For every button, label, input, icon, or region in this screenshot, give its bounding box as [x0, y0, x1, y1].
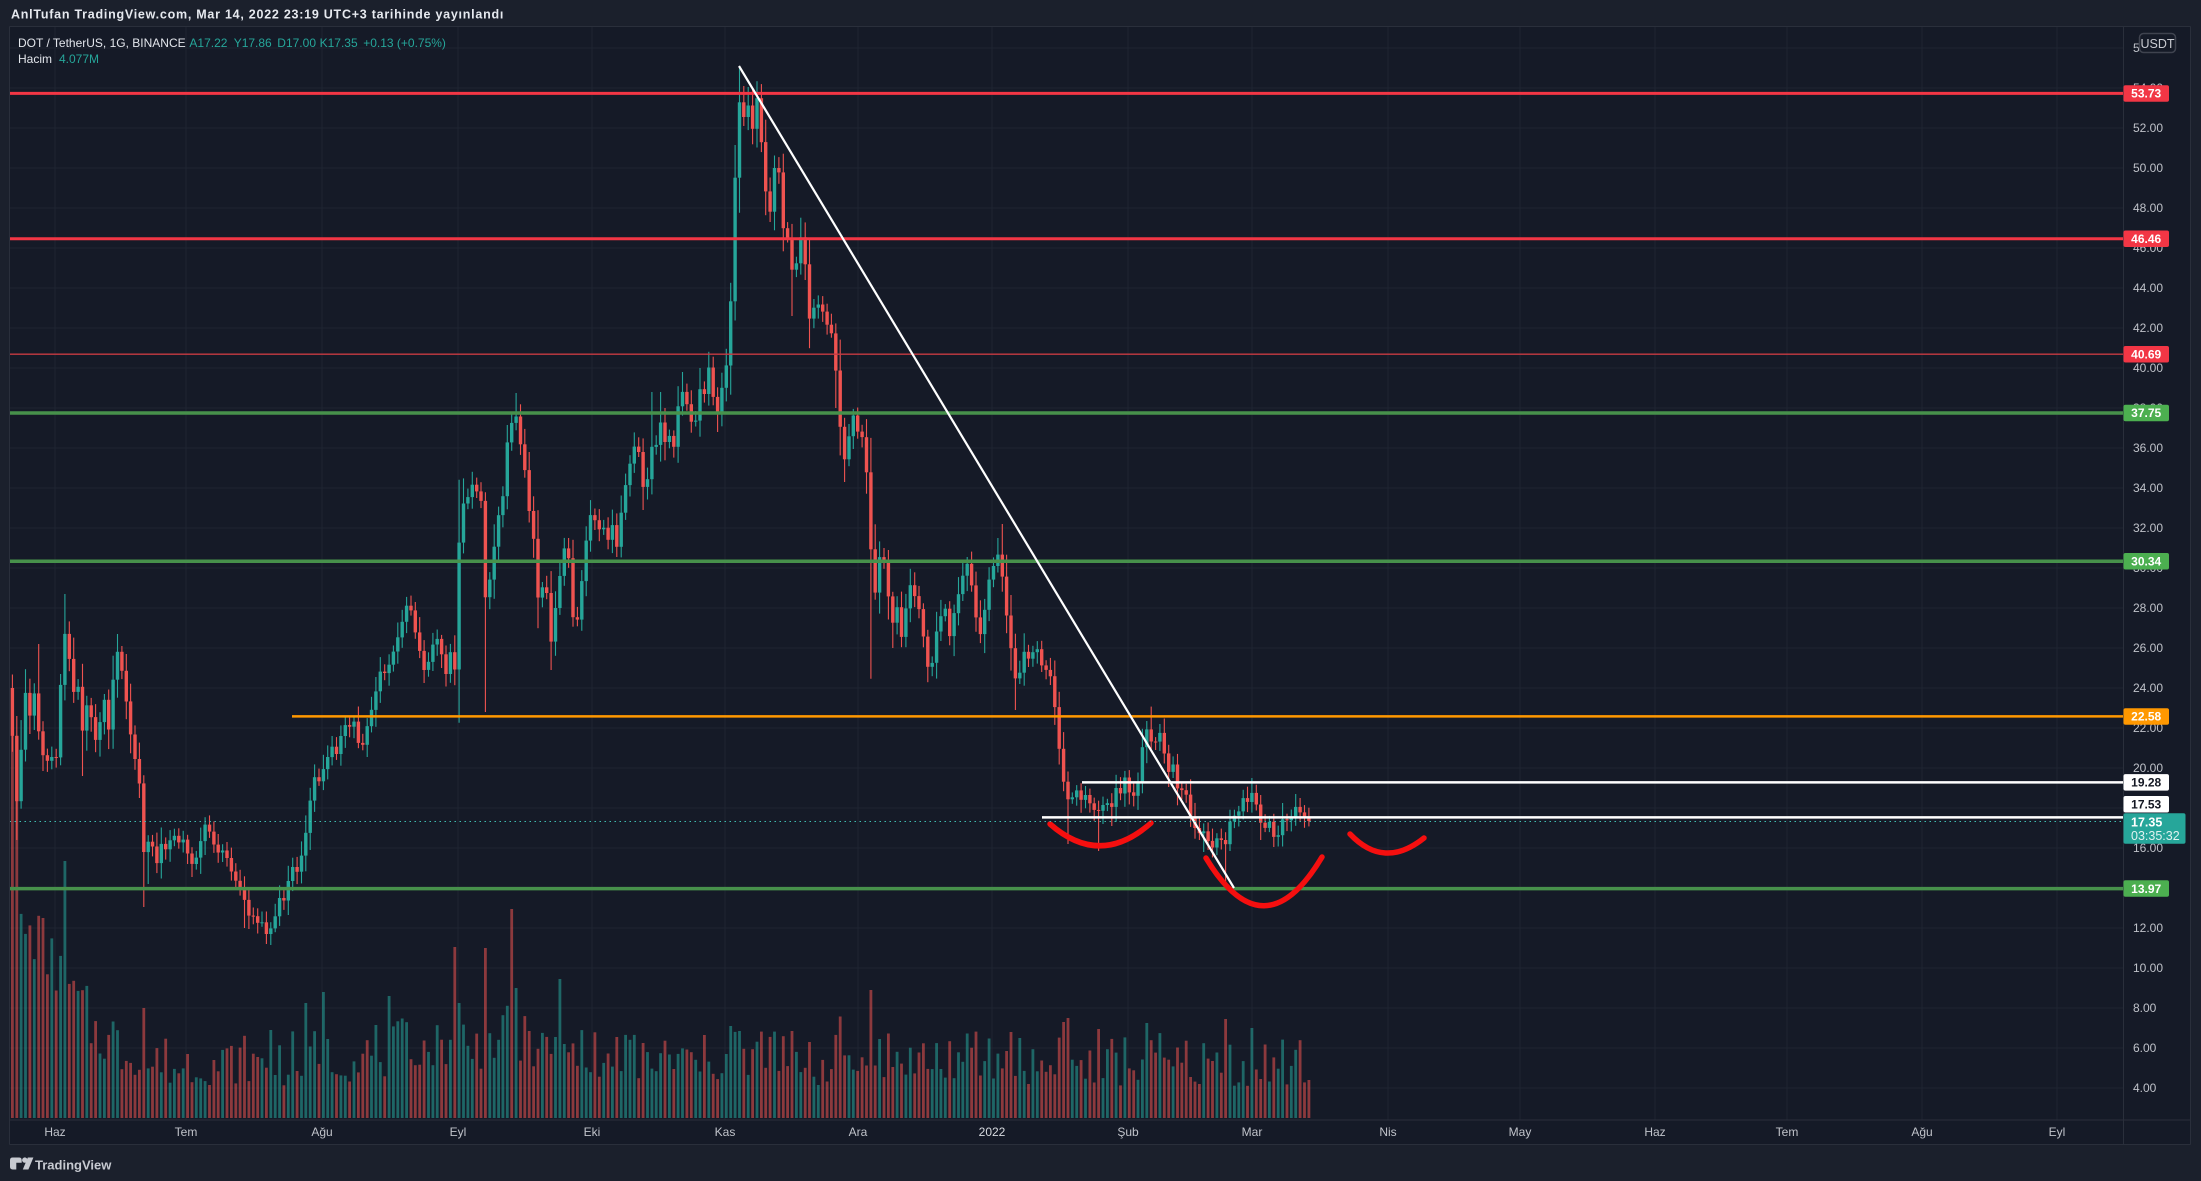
svg-text:28.00: 28.00 — [2133, 601, 2163, 615]
svg-text:Kas: Kas — [715, 1125, 736, 1139]
svg-text:Haz: Haz — [44, 1125, 65, 1139]
svg-text:44.00: 44.00 — [2133, 281, 2163, 295]
svg-text:22.58: 22.58 — [2131, 710, 2161, 724]
svg-text:50.00: 50.00 — [2133, 161, 2163, 175]
svg-text:19.28: 19.28 — [2131, 776, 2161, 790]
svg-text:2022: 2022 — [979, 1125, 1006, 1139]
svg-text:24.00: 24.00 — [2133, 681, 2163, 695]
svg-text:32.00: 32.00 — [2133, 521, 2163, 535]
svg-text:DOT / TetherUS, 1G, BINANCE: DOT / TetherUS, 1G, BINANCE — [18, 36, 186, 50]
svg-text:Haz: Haz — [1644, 1125, 1665, 1139]
svg-text:4.077M: 4.077M — [59, 52, 99, 66]
svg-text:Tem: Tem — [1776, 1125, 1799, 1139]
svg-text:D17.00: D17.00 — [277, 36, 316, 50]
svg-text:42.00: 42.00 — [2133, 321, 2163, 335]
svg-text:Mar: Mar — [1242, 1125, 1263, 1139]
svg-text:4.00: 4.00 — [2133, 1081, 2157, 1095]
svg-text:16.00: 16.00 — [2133, 841, 2163, 855]
svg-text:03:35:32: 03:35:32 — [2131, 829, 2180, 843]
svg-text:8.00: 8.00 — [2133, 1001, 2157, 1015]
svg-text:53.73: 53.73 — [2131, 87, 2161, 101]
svg-text:Nis: Nis — [1379, 1125, 1396, 1139]
svg-text:13.97: 13.97 — [2131, 882, 2161, 896]
svg-text:A17.22: A17.22 — [189, 36, 227, 50]
svg-text:46.46: 46.46 — [2131, 232, 2161, 246]
svg-text:TradingView: TradingView — [35, 1158, 112, 1173]
svg-text:Ağu: Ağu — [311, 1125, 332, 1139]
svg-text:Ara: Ara — [849, 1125, 868, 1139]
svg-text:Hacim: Hacim — [18, 52, 52, 66]
svg-text:6.00: 6.00 — [2133, 1041, 2157, 1055]
svg-text:AnlTufan TradingView.com, Mar: AnlTufan TradingView.com, Mar 14, 2022 2… — [11, 8, 504, 22]
svg-text:+0.13 (+0.75%): +0.13 (+0.75%) — [363, 36, 446, 50]
svg-text:Ağu: Ağu — [1911, 1125, 1932, 1139]
svg-text:Eyl: Eyl — [2049, 1125, 2066, 1139]
svg-text:May: May — [1509, 1125, 1532, 1139]
svg-text:40.00: 40.00 — [2133, 361, 2163, 375]
svg-text:30.34: 30.34 — [2131, 554, 2161, 568]
svg-text:Y17.86: Y17.86 — [234, 36, 272, 50]
svg-text:36.00: 36.00 — [2133, 441, 2163, 455]
svg-text:17.53: 17.53 — [2131, 798, 2161, 812]
svg-text:34.00: 34.00 — [2133, 481, 2163, 495]
svg-text:52.00: 52.00 — [2133, 121, 2163, 135]
svg-text:48.00: 48.00 — [2133, 201, 2163, 215]
svg-text:20.00: 20.00 — [2133, 761, 2163, 775]
svg-text:Şub: Şub — [1117, 1125, 1139, 1139]
svg-text:K17.35: K17.35 — [320, 36, 358, 50]
svg-text:37.75: 37.75 — [2131, 406, 2161, 420]
svg-text:26.00: 26.00 — [2133, 641, 2163, 655]
svg-text:40.69: 40.69 — [2131, 347, 2161, 361]
svg-text:17.35: 17.35 — [2131, 816, 2162, 830]
svg-text:10.00: 10.00 — [2133, 961, 2163, 975]
svg-text:Eyl: Eyl — [450, 1125, 467, 1139]
svg-text:USDT: USDT — [2140, 37, 2174, 51]
svg-text:Eki: Eki — [584, 1125, 601, 1139]
svg-text:Tem: Tem — [175, 1125, 198, 1139]
svg-text:12.00: 12.00 — [2133, 921, 2163, 935]
